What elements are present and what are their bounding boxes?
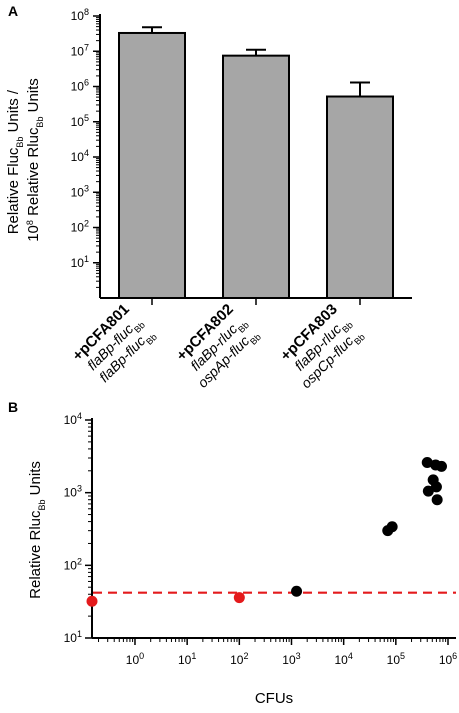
panel-b-y-tick-label: 104 (64, 411, 82, 427)
panel-a-y-tick-label: 106 (71, 78, 89, 94)
data-point (422, 485, 434, 497)
panel-b-x-tick-label: 103 (282, 651, 300, 667)
panel-b-y-axis-title: Relative RlucBb Units (27, 461, 47, 599)
panel-a-y-tick-label: 107 (71, 42, 89, 58)
category-label: +pCFA802flaBp-rlucBbospAp-flucBb (170, 301, 263, 394)
panel-b-x-tick-label: 100 (126, 651, 144, 667)
bar (118, 31, 186, 300)
panel-a-y-tick-label: 101 (71, 254, 89, 270)
panel-b-letter: B (8, 399, 18, 415)
data-point (421, 457, 433, 469)
panel-a-y-tick-label: 105 (71, 113, 89, 129)
data-point (431, 494, 443, 506)
panel-b-y-tick-label: 102 (64, 556, 82, 572)
panel-b-y-tick-label: 101 (64, 629, 82, 645)
panel-b-y-tick-label: 103 (64, 484, 82, 500)
panel-a-letter: A (8, 3, 18, 19)
panel-b-x-tick-label: 106 (439, 651, 457, 667)
panel-a: A Relative FlucBb Units / 108 Relative R… (5, 3, 412, 394)
panel-b-x-tick-label: 102 (230, 651, 248, 667)
panel-a-y-tick-label: 104 (71, 148, 89, 164)
panel-b-x-axis-title: CFUs (255, 690, 293, 707)
panel-a-y-axis-title: Relative FlucBb Units / 108 Relative Rlu… (5, 78, 45, 242)
panel-a-y-tick-label: 102 (71, 219, 89, 235)
data-point (386, 521, 398, 533)
panel-b-x-tick-label: 101 (178, 651, 196, 667)
panel-b-x-tick-label: 104 (334, 651, 352, 667)
category-label: +pCFA801flaBp-flucBbflaBp-flucBb (69, 301, 159, 391)
panel-b: B Relative RlucBb Units 101 102 103 104 100… (8, 399, 457, 707)
data-point (435, 460, 447, 472)
data-point (86, 595, 98, 607)
panel-b-x-tick-label: 105 (387, 651, 405, 667)
panel-a-y-tick-label: 108 (71, 7, 89, 23)
category-label: +pCFA803flaBp-rlucBbospCp-flucBb (274, 301, 367, 394)
bar (222, 54, 290, 300)
data-point (233, 592, 245, 604)
data-point (291, 585, 303, 597)
data-point (430, 481, 442, 493)
panel-a-y-tick-label: 103 (71, 183, 89, 199)
bar (326, 95, 394, 299)
